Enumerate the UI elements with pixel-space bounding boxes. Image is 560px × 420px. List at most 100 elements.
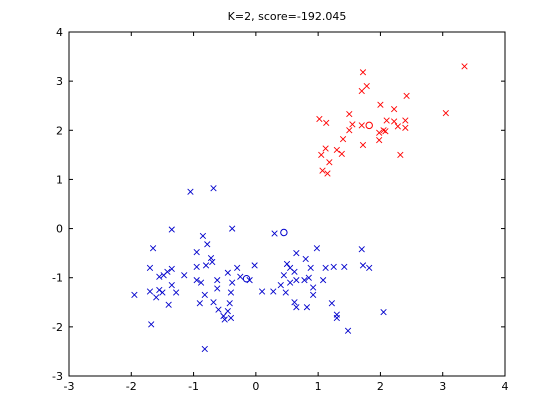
data-point-series-2	[280, 272, 288, 279]
x-tick-label: 1	[315, 380, 322, 393]
data-point-series-2	[214, 277, 221, 284]
data-point-series-2	[173, 289, 180, 296]
data-point-series-1	[363, 82, 370, 90]
data-point-series-2	[227, 314, 235, 322]
data-point-series-2	[301, 277, 308, 284]
y-axis-ticks: -3 -2 -1 0 1 2 3 4	[52, 26, 505, 383]
data-point-series-1	[376, 136, 383, 144]
data-point-series-1	[383, 117, 390, 124]
data-point-series-2	[204, 241, 211, 248]
data-point-series-1	[391, 106, 398, 113]
data-point-series-2	[201, 345, 208, 353]
data-point-series-1	[338, 150, 345, 157]
y-tick-label: -3	[52, 370, 63, 383]
data-point-series-2	[229, 279, 236, 286]
x-tick-label: 3	[439, 380, 446, 393]
data-point-series-2	[380, 308, 387, 316]
data-point-series-2	[207, 254, 215, 262]
data-point-series-2	[220, 312, 227, 320]
y-tick-label: 3	[56, 75, 63, 88]
data-point-series-1	[359, 141, 367, 149]
data-point-series-1	[377, 101, 384, 108]
data-point-series-2	[197, 279, 205, 286]
data-point-series-1	[403, 92, 410, 100]
centroid-marker-3	[242, 274, 251, 283]
data-point-series-2	[193, 249, 200, 256]
data-point-series-2	[226, 300, 233, 307]
data-point-series-2	[305, 274, 312, 281]
data-point-series-2	[271, 230, 278, 237]
data-point-series-1	[359, 69, 367, 76]
data-point-series-1	[339, 136, 347, 143]
y-tick-label: -2	[52, 321, 63, 334]
x-tick-label: -3	[64, 380, 75, 393]
data-point-series-2	[202, 262, 210, 269]
data-point-series-1	[326, 159, 333, 166]
x-tick-label: 2	[377, 380, 384, 393]
data-point-series-2	[229, 225, 236, 232]
data-point-series-2	[291, 268, 298, 275]
data-point-series-2	[282, 289, 289, 296]
data-point-series-2	[258, 288, 266, 295]
data-point-series-1	[380, 127, 387, 134]
data-point-series-2	[344, 327, 352, 334]
data-point-series-1	[358, 122, 365, 129]
data-point-series-2	[277, 281, 284, 289]
data-point-series-2	[227, 289, 235, 296]
data-point-series-1	[324, 170, 331, 177]
data-point-series-1	[391, 118, 398, 125]
data-point-series-1	[316, 115, 323, 123]
data-point-series-2	[302, 255, 309, 263]
centroid-markers	[242, 121, 373, 283]
data-point-series-2	[293, 250, 300, 257]
y-tick-label: 0	[56, 223, 63, 236]
data-point-series-1	[442, 109, 449, 117]
data-point-series-2	[210, 185, 217, 192]
chart-title: K=2, score=-192.045	[228, 10, 347, 23]
data-point-series-1	[402, 117, 409, 124]
data-point-series-2	[215, 306, 222, 313]
x-tick-label: 4	[502, 380, 509, 393]
x-tick-label: 0	[252, 380, 259, 393]
data-point-series-2	[330, 263, 337, 271]
data-point-series-2	[168, 265, 175, 272]
data-point-series-2	[286, 279, 294, 286]
data-point-series-1	[349, 121, 356, 128]
data-point-series-2	[221, 316, 228, 323]
data-point-series-1	[333, 146, 340, 154]
plot-axes	[68, 31, 506, 377]
data-point-series-2	[320, 277, 327, 284]
data-point-series-1	[397, 151, 404, 158]
x-axis-ticks: -3 -2 -1 0 1 2 3 4	[64, 32, 509, 393]
data-point-series-2	[234, 264, 241, 272]
data-point-series-2	[181, 272, 188, 279]
data-point-series-2	[168, 281, 175, 289]
data-point-series-2	[210, 299, 217, 306]
data-point-series-2	[310, 291, 317, 299]
data-point-series-2	[310, 284, 317, 291]
data-point-series-2	[214, 285, 221, 292]
data-point-series-1	[346, 127, 353, 134]
data-point-series-2	[333, 314, 340, 322]
data-point-series-2	[366, 264, 373, 272]
data-point-series-1	[382, 128, 389, 135]
data-point-series-2	[224, 269, 231, 276]
data-point-series-2	[341, 263, 348, 271]
data-point-series-2	[168, 226, 175, 233]
data-point-series-2	[313, 245, 321, 252]
data-point-series-1	[394, 123, 401, 130]
data-point-series-1	[322, 145, 329, 152]
data-point-series-2	[199, 232, 207, 240]
y-tick-label: 4	[56, 26, 63, 39]
x-tick-label: -2	[126, 380, 137, 393]
plot-area-frame	[68, 31, 506, 377]
data-point-series-2	[270, 288, 277, 295]
data-point-series-2	[328, 300, 335, 307]
data-point-series-1	[319, 167, 326, 174]
data-point-series-2	[359, 262, 367, 269]
y-tick-label: 1	[56, 173, 63, 186]
data-point-series-1	[376, 129, 383, 136]
data-point-series-1	[461, 63, 468, 70]
data-points	[131, 63, 468, 353]
